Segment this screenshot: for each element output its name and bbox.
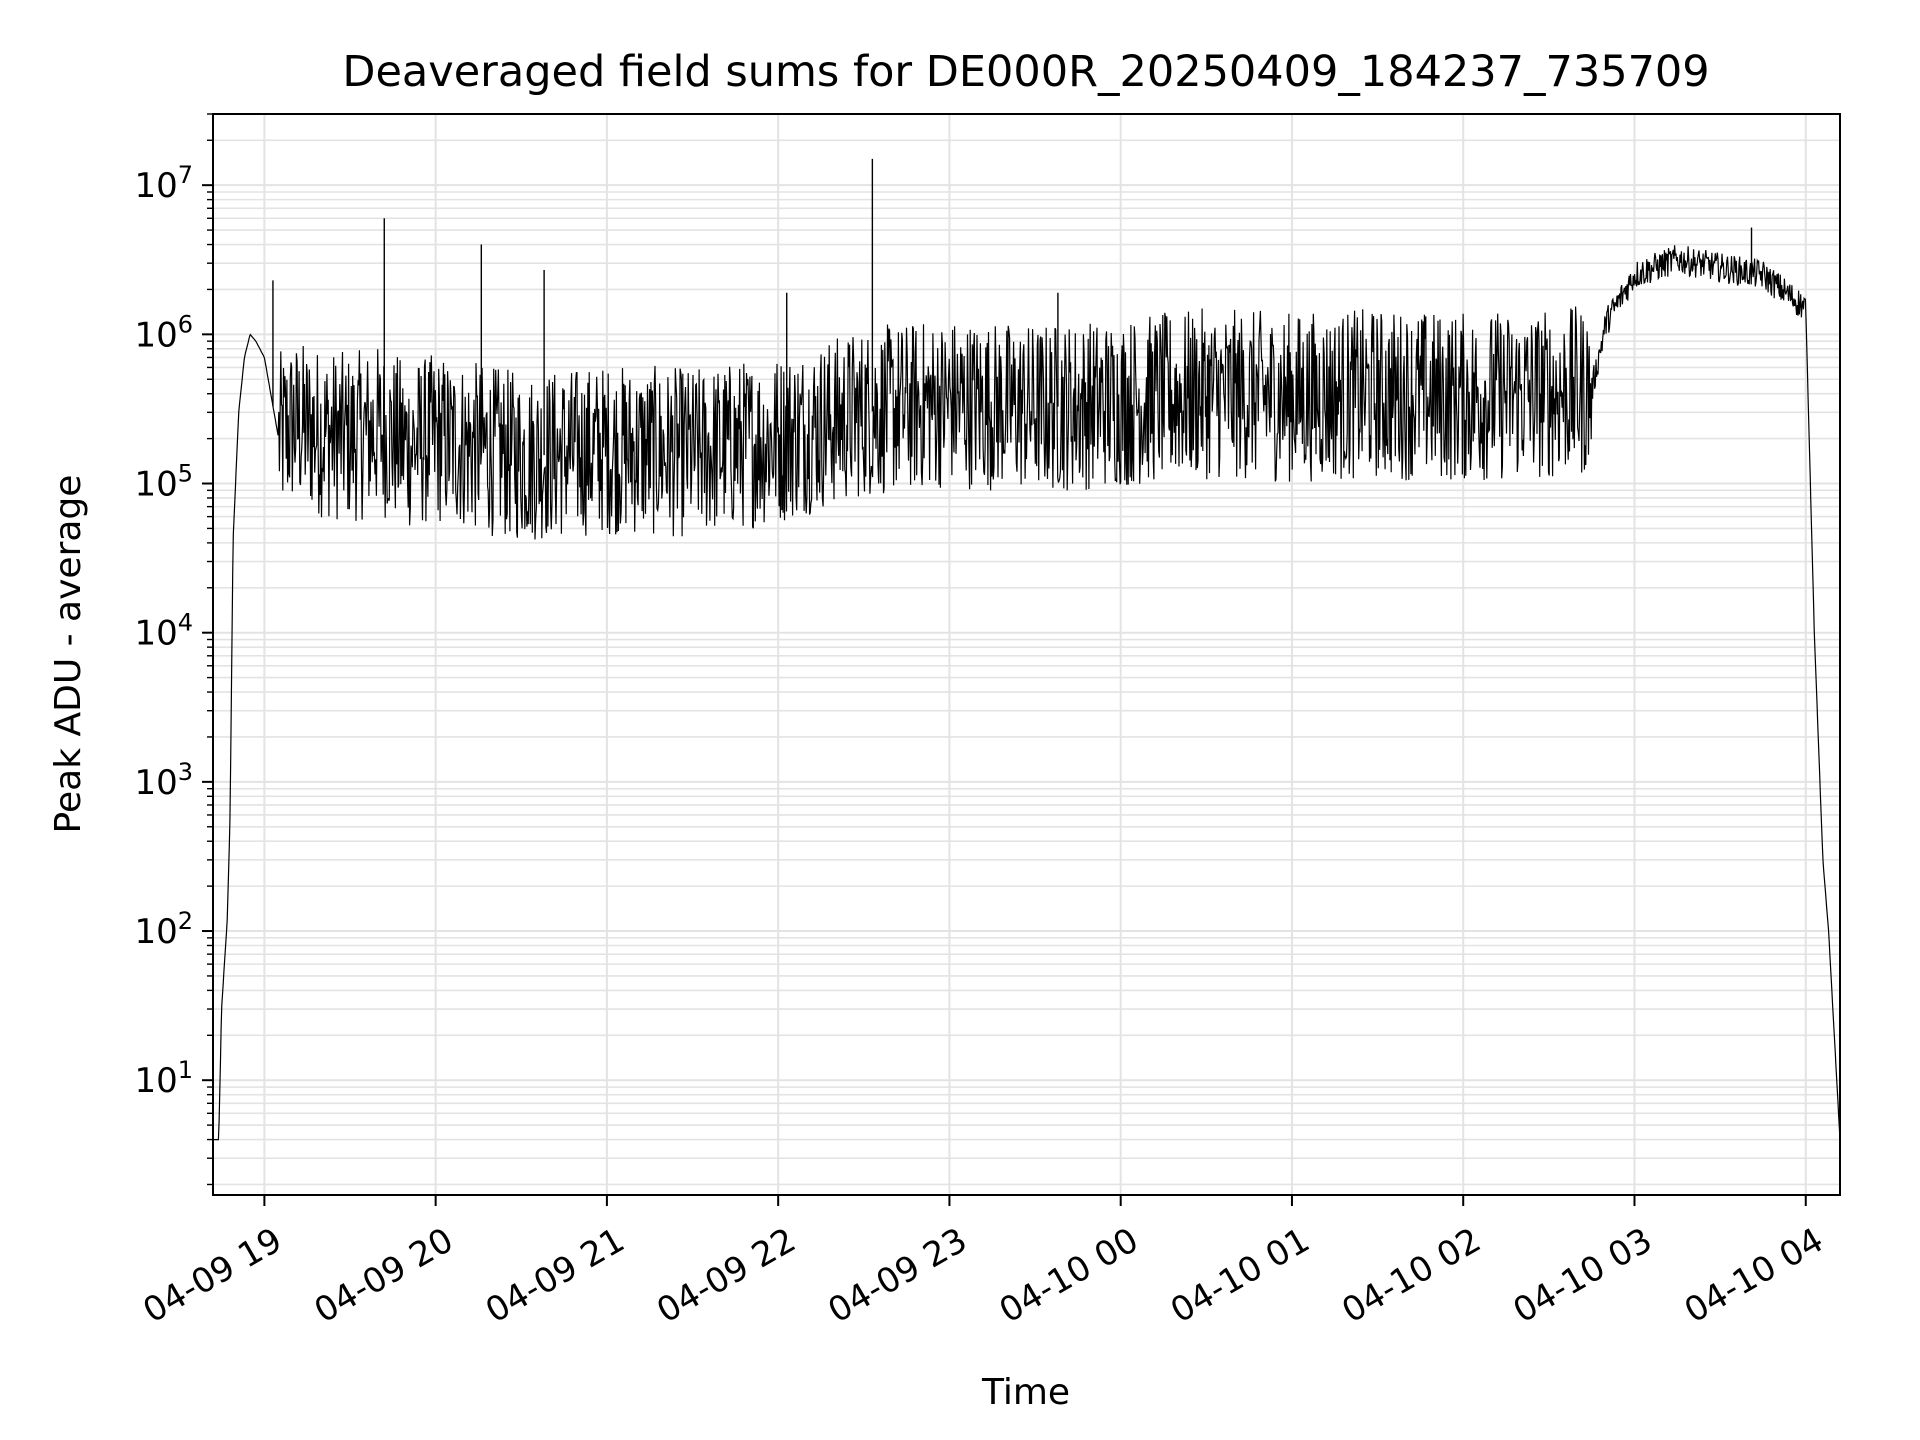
plot-frame — [212, 113, 1841, 1196]
series-line — [213, 245, 1841, 1141]
chart-title: Deaveraged field sums for DE000R_2025040… — [342, 47, 1709, 97]
x-axis-label: Time — [981, 1372, 1070, 1413]
series-layer — [213, 158, 1841, 1141]
y-axis-label: Peak ADU - average — [48, 475, 89, 834]
y-tick-label: 104 — [134, 609, 193, 654]
y-tick-label: 102 — [134, 907, 193, 952]
y-tick-label: 101 — [134, 1056, 193, 1101]
y-tick-label: 103 — [134, 758, 193, 803]
grid-lines — [213, 113, 1840, 1195]
y-tick-label: 106 — [134, 310, 193, 355]
y-tick-label: 105 — [134, 460, 193, 505]
y-tick-label: 107 — [134, 161, 193, 206]
y-axis-ticks: 101 102 103 104 105 106 107 — [134, 113, 213, 1186]
